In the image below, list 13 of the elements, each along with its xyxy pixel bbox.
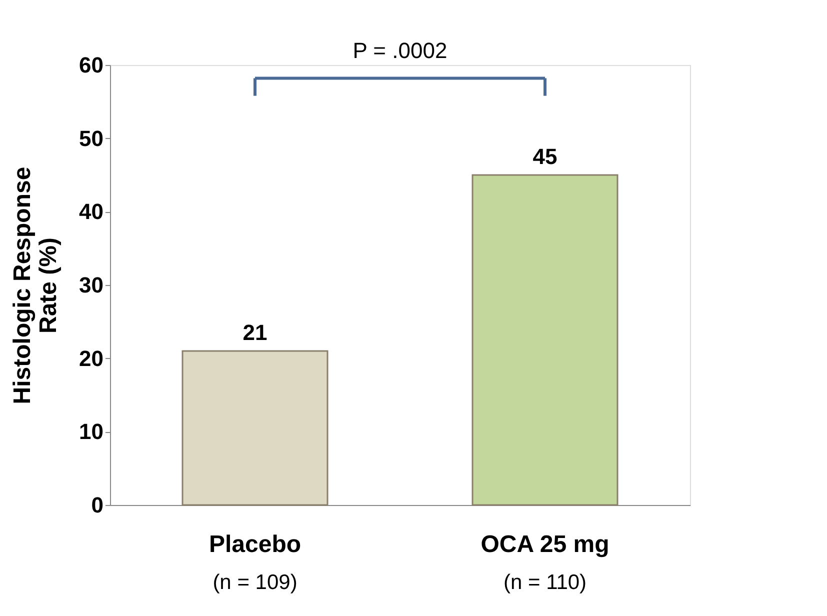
data-label: 21 [242,320,268,345]
y-tick-label: 10 [79,419,104,444]
y-axis-title: Histologic Response Rate (%) [9,166,62,404]
category-label: Placebo (n = 109) [208,531,302,594]
y-tick-label: 60 [79,52,104,78]
y-tick-label: 0 [91,492,104,518]
y-tick-label: 20 [79,346,104,371]
y-tick-label: 30 [79,272,104,298]
y-tick-label: 40 [79,199,104,224]
y-tick-label: 50 [79,126,104,151]
data-label: 45 [532,144,558,169]
text: P = .0002 [352,38,448,63]
category-label: OCA 25 mg (n = 110) [480,531,610,594]
